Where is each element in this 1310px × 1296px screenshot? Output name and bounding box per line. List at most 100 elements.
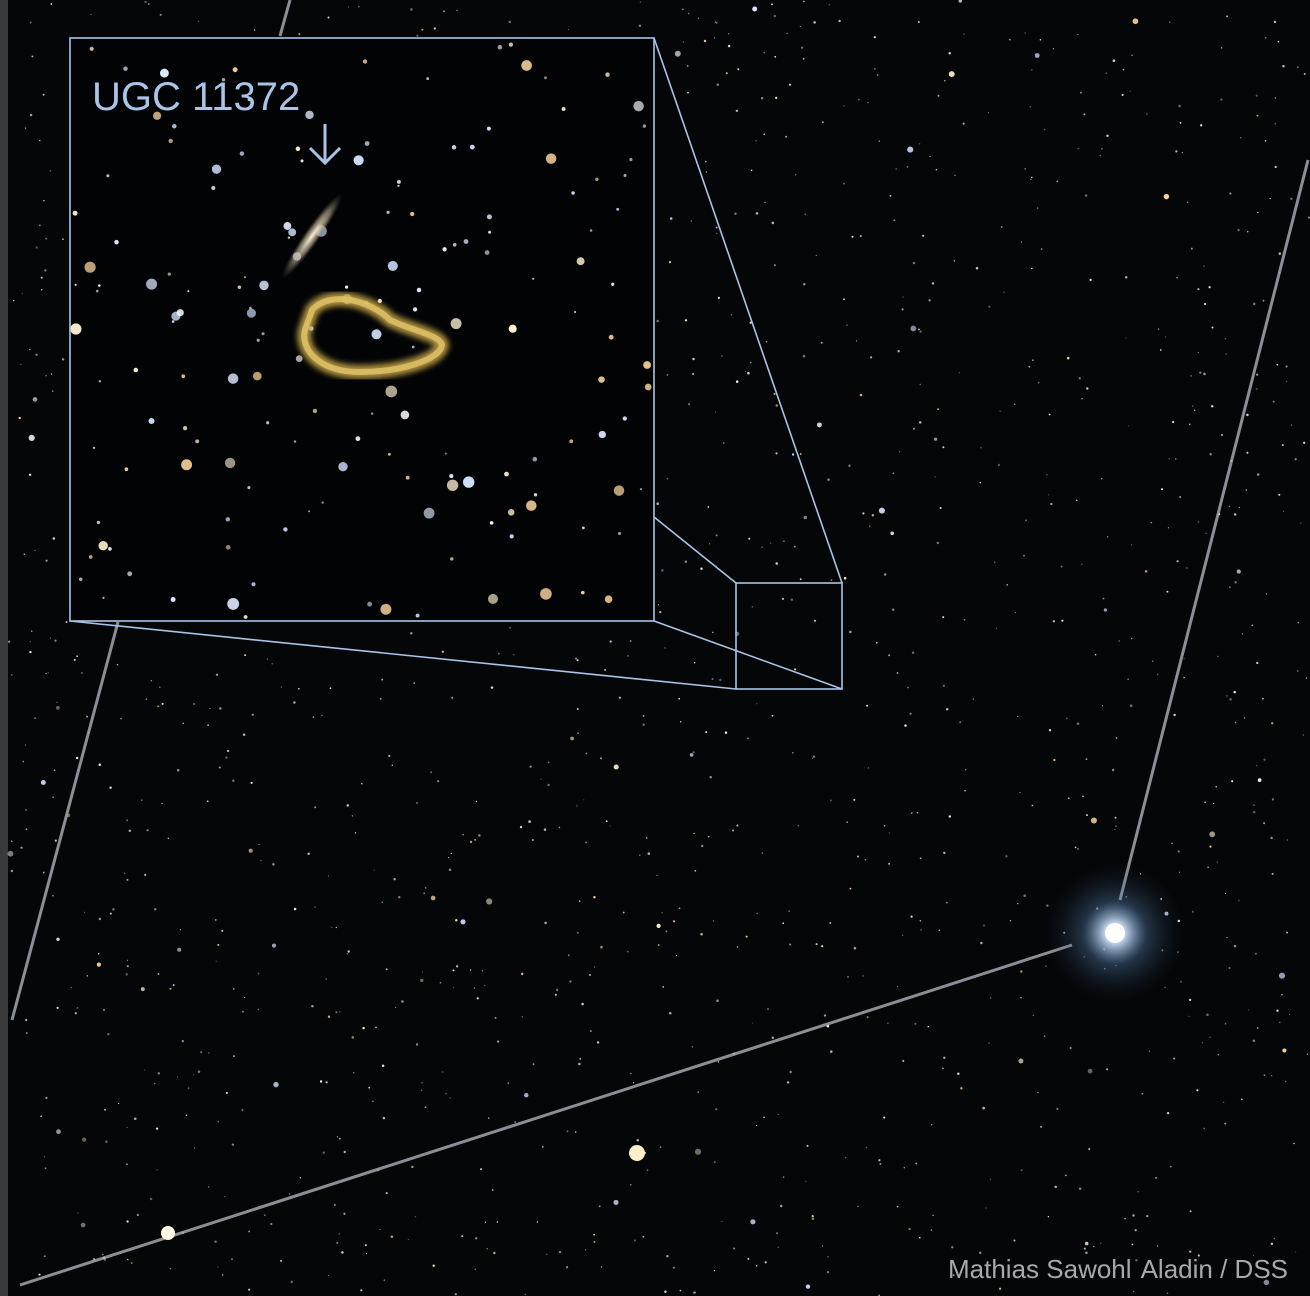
star [294, 440, 296, 442]
star [345, 286, 348, 289]
star [721, 355, 723, 357]
star [107, 1033, 109, 1035]
star [884, 825, 886, 827]
star [366, 1253, 367, 1254]
star [495, 1017, 497, 1019]
star [33, 397, 38, 402]
star [541, 779, 542, 780]
star [794, 668, 796, 670]
star [566, 1266, 568, 1268]
star [490, 521, 494, 525]
star [1295, 458, 1297, 460]
star [688, 13, 690, 15]
star [711, 678, 713, 680]
star [395, 1007, 396, 1008]
star [1077, 848, 1079, 850]
star [125, 973, 127, 975]
star [98, 953, 99, 954]
star [131, 1262, 133, 1264]
star [125, 467, 129, 471]
star [1189, 999, 1191, 1001]
star [1085, 194, 1087, 196]
star [1135, 1229, 1137, 1231]
star [1115, 817, 1117, 819]
star [812, 1215, 814, 1217]
star [904, 724, 906, 726]
star [908, 1228, 910, 1230]
star [509, 325, 517, 333]
star [556, 989, 559, 992]
star [1019, 792, 1020, 793]
star [537, 1221, 538, 1222]
star [148, 3, 150, 5]
star [990, 997, 991, 998]
star [134, 368, 138, 372]
star [365, 1244, 367, 1246]
star [99, 918, 101, 920]
star [892, 609, 894, 611]
star [416, 802, 418, 804]
star [491, 686, 493, 688]
star [633, 101, 644, 112]
star [1028, 366, 1030, 368]
star [692, 373, 694, 375]
star [463, 476, 474, 487]
star [946, 708, 948, 710]
star [883, 1117, 885, 1119]
star [416, 35, 418, 37]
star [646, 837, 648, 839]
star [821, 945, 823, 947]
star [25, 745, 26, 746]
star [910, 326, 916, 332]
star [1123, 69, 1125, 71]
star [401, 411, 410, 420]
star [705, 161, 707, 163]
star [1200, 124, 1202, 126]
star [822, 1245, 823, 1246]
star [56, 706, 60, 710]
star [259, 281, 268, 290]
star [629, 158, 632, 161]
star [242, 1011, 244, 1013]
star [453, 987, 454, 988]
star [158, 1072, 160, 1074]
star [716, 534, 718, 536]
star [795, 174, 796, 175]
star [30, 641, 31, 642]
star [931, 1124, 932, 1125]
star [1196, 1089, 1198, 1091]
star [783, 1176, 784, 1177]
star [348, 6, 349, 7]
star [1023, 555, 1024, 556]
star [386, 1192, 388, 1194]
star [827, 478, 830, 481]
star [386, 968, 388, 970]
star [102, 1254, 104, 1256]
star [1046, 904, 1048, 906]
star [1088, 1148, 1090, 1150]
star [1186, 567, 1188, 569]
star [456, 9, 458, 11]
star [488, 594, 498, 604]
star [283, 527, 287, 531]
star [198, 21, 199, 22]
star [248, 1231, 250, 1233]
star [372, 329, 382, 339]
star [193, 703, 195, 705]
star [413, 307, 417, 311]
star [1295, 1251, 1296, 1252]
star [1079, 1188, 1082, 1191]
star [244, 654, 246, 656]
star [879, 508, 885, 514]
star [231, 1258, 232, 1259]
star [45, 375, 46, 376]
star [1264, 1074, 1266, 1076]
star [270, 1223, 272, 1225]
star [736, 110, 738, 112]
star [544, 828, 547, 831]
star [371, 412, 374, 415]
star [26, 1032, 28, 1034]
star [860, 394, 863, 397]
star [888, 863, 890, 865]
star [618, 532, 621, 535]
